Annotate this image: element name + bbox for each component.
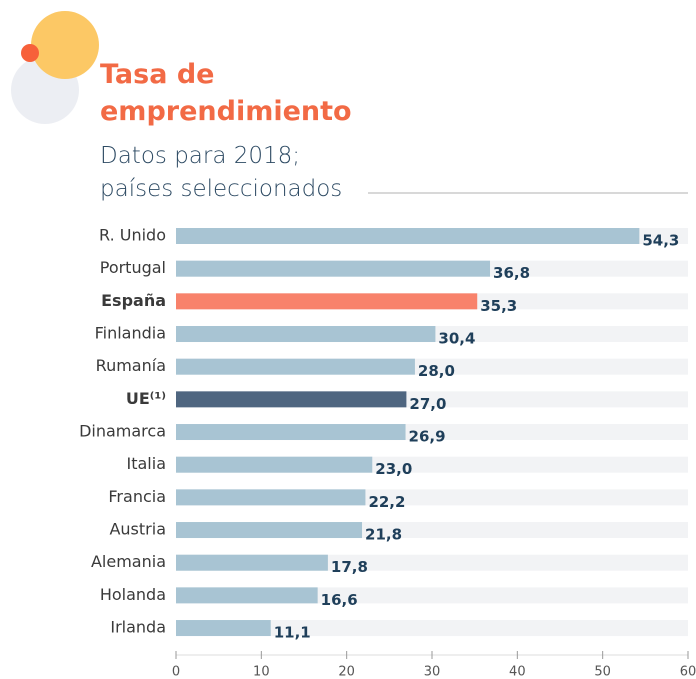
value-label: 27,0 [409, 395, 446, 413]
y-tick-label: Austria [109, 520, 166, 539]
value-label: 22,2 [368, 493, 405, 511]
bar [176, 326, 436, 343]
y-tick-label: España [101, 291, 166, 310]
bar [176, 489, 366, 506]
value-label: 16,6 [321, 591, 358, 609]
x-tick-label: 30 [424, 665, 441, 679]
y-tick-label: Rumanía [96, 356, 166, 375]
y-tick-label: Irlanda [110, 618, 166, 637]
value-label: 11,1 [274, 624, 311, 642]
value-label: 21,8 [365, 526, 402, 544]
bar [176, 228, 640, 244]
bar [176, 260, 491, 277]
bar [176, 554, 328, 571]
value-label: 30,4 [438, 330, 475, 348]
x-tick-label: 50 [594, 665, 611, 679]
decor-dot [21, 44, 39, 62]
value-label: 17,8 [331, 558, 368, 576]
x-tick-label: 10 [253, 665, 270, 679]
x-tick-label: 60 [680, 665, 696, 679]
value-label: 26,9 [409, 428, 446, 446]
bar-track [176, 620, 688, 637]
bar [176, 358, 415, 375]
y-tick-label: Alemania [91, 552, 166, 571]
bar [176, 293, 478, 310]
value-label: 23,0 [375, 460, 412, 478]
bar [176, 522, 363, 539]
bar [176, 587, 318, 604]
x-tick-label: 40 [509, 665, 526, 679]
chart-title: Tasa de emprendimiento [100, 59, 352, 127]
value-label: 54,3 [642, 232, 679, 250]
bar [176, 391, 407, 408]
chart-subtitle: Datos para 2018; países seleccionados [100, 143, 343, 202]
y-tick-label: Italia [127, 454, 167, 473]
y-tick-label: UE⁽¹⁾ [126, 389, 166, 408]
bar [176, 424, 406, 441]
value-label: 28,0 [418, 362, 455, 380]
x-tick-label: 0 [172, 665, 180, 679]
y-tick-label: Holanda [100, 585, 166, 604]
x-tick-label: 20 [338, 665, 355, 679]
value-label: 35,3 [480, 297, 517, 315]
bar [176, 620, 271, 637]
y-tick-label: Dinamarca [79, 422, 166, 441]
y-tick-label: Francia [108, 487, 166, 506]
y-tick-label: Finlandia [95, 324, 166, 343]
y-tick-label: R. Unido [99, 226, 166, 245]
y-tick-label: Portugal [100, 258, 166, 277]
decor-circle [31, 11, 99, 79]
value-label: 36,8 [493, 264, 530, 282]
bar [176, 456, 373, 473]
